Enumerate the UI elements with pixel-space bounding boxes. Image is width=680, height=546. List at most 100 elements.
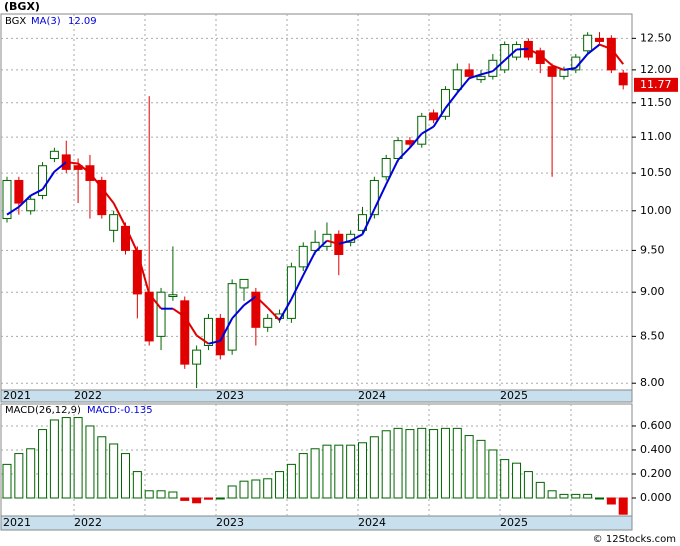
macd-bar [26, 448, 36, 499]
macd-bar [535, 481, 545, 499]
ma-line [208, 339, 221, 345]
macd-bar [144, 490, 154, 499]
ma-line [66, 161, 79, 165]
candle-body [168, 294, 178, 297]
macd-bar [14, 453, 24, 499]
macd-bar [61, 417, 71, 499]
macd-bar [583, 493, 593, 499]
y-tick-label: 12.00 [640, 63, 672, 76]
candle-body [121, 225, 130, 251]
macd-bar [405, 429, 415, 499]
y-tick-label: 0.200 [640, 467, 672, 480]
candle-body [38, 165, 48, 196]
ma-line [385, 159, 399, 185]
macd-bar [429, 429, 439, 499]
macd-bar [73, 417, 83, 499]
macd-bar [2, 463, 12, 499]
candle-body [144, 291, 154, 342]
ma-line [255, 295, 269, 309]
macd-bar [180, 497, 190, 501]
y-tick-label: 9.00 [640, 285, 665, 298]
macd-bar [38, 429, 48, 499]
candle-body [535, 50, 545, 64]
y-tick-label: 10.50 [640, 166, 672, 179]
candle-body [334, 233, 344, 255]
candle-body [547, 66, 557, 77]
x-tick-label: 2021 [3, 516, 31, 529]
legend-ma: MA(3) [31, 16, 61, 27]
ma-line [53, 161, 67, 173]
macd-bar [346, 444, 356, 499]
candle-body [310, 241, 320, 251]
candle-body [393, 140, 403, 159]
macd-bar [358, 442, 367, 499]
macd-bar [488, 449, 498, 499]
ma-line [480, 70, 494, 76]
macd-legend: MACD:-0.135 [87, 405, 153, 416]
candle-body [156, 291, 166, 337]
y-tick-label: 0.600 [640, 419, 672, 432]
macd-bar [452, 427, 462, 499]
macd-bar [523, 471, 533, 499]
macd-bar [547, 490, 557, 499]
y-tick-label: 10.00 [640, 204, 672, 217]
macd-bar [215, 497, 225, 500]
macd-bar [381, 430, 391, 499]
ma-line [112, 202, 127, 227]
ma-line [397, 147, 411, 161]
ma-line [219, 317, 234, 342]
ma-line [89, 172, 103, 189]
ma-line [516, 47, 529, 51]
ma-line [6, 206, 20, 216]
macd-bar [310, 448, 320, 499]
date-strip [0, 389, 633, 403]
candle-body [583, 34, 593, 52]
ma-line [30, 188, 44, 197]
y-tick-label: 11.00 [640, 130, 672, 143]
candle-body [192, 349, 202, 365]
ma-line [41, 171, 56, 190]
ma-line [77, 162, 91, 174]
macd-bar [618, 497, 628, 515]
ma-line [361, 208, 376, 235]
ma-line [350, 233, 363, 242]
macd-bar [464, 435, 474, 499]
macd-bar [606, 497, 616, 505]
ma-line [231, 304, 245, 320]
macd-bar [192, 497, 202, 504]
candle-body [322, 233, 332, 247]
x-tick-label: 2025 [500, 389, 528, 402]
macd-bar [322, 444, 332, 499]
x-tick-label: 2022 [74, 516, 102, 529]
y-tick-label: 12.50 [640, 31, 672, 44]
candle-body [97, 179, 107, 216]
macd-bar [121, 453, 130, 499]
ma-line [338, 239, 351, 245]
ma-line [432, 107, 447, 128]
macd-bar [298, 453, 308, 499]
x-tick-label: 2025 [500, 516, 528, 529]
ma-line [136, 251, 151, 295]
ma-line [527, 48, 541, 57]
ma-line [610, 48, 624, 65]
ma-line [421, 125, 435, 135]
ma-line [124, 225, 139, 253]
date-strip [0, 515, 633, 531]
candle-body [203, 317, 213, 347]
candle-body [215, 317, 225, 356]
macd-title: MACD(26,12,9) [5, 405, 81, 416]
ma-line [587, 43, 601, 55]
macd-bar [263, 478, 273, 499]
candle-body [263, 317, 273, 328]
x-tick-label: 2023 [216, 389, 244, 402]
footer: © 12Stocks.com [593, 534, 676, 545]
ma-line [551, 64, 565, 71]
candle-body [298, 245, 308, 268]
ma-line [172, 307, 186, 318]
macd-bar [168, 491, 178, 499]
ma-line [266, 307, 281, 321]
ma-line [563, 66, 576, 71]
chart-title: (BGX) [4, 0, 40, 13]
ma-line [243, 295, 257, 306]
